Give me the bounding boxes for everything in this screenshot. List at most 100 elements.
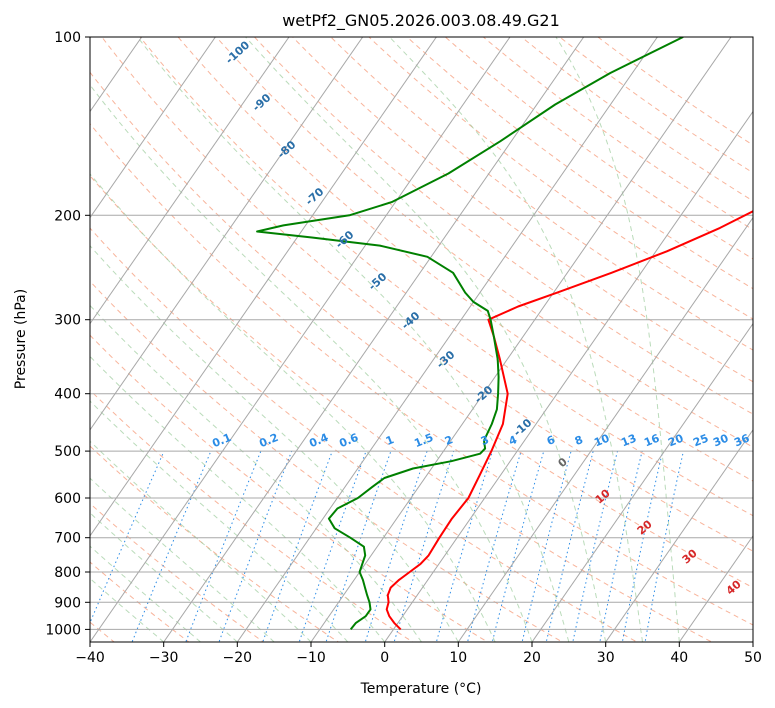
mixing-ratio-line xyxy=(435,450,493,642)
mixing-ratio-label: 20 xyxy=(666,432,685,450)
dry-adiabat-line xyxy=(90,71,753,589)
x-tick-label: −10 xyxy=(296,650,326,666)
dry-adiabat-line xyxy=(139,37,753,517)
dry-adiabat-line xyxy=(101,37,753,552)
axes-group: −40 −30 −20 −10 0 10 20 30 40 50 100 200 300 400 500 60… xyxy=(45,30,762,666)
x-tick-label: 50 xyxy=(744,650,762,666)
mixing-ratio-label: 3 xyxy=(479,433,491,448)
dry-adiabat-line xyxy=(330,37,753,351)
dry-adiabat-line xyxy=(177,37,753,482)
mixing-ratio-label: 16 xyxy=(642,432,661,450)
plot-frame xyxy=(89,36,754,643)
mixing-ratio-label: 30 xyxy=(711,432,730,450)
y-tick-label: 1000 xyxy=(45,622,81,638)
dry-adiabat-line xyxy=(90,389,414,642)
dry-adiabat-line xyxy=(90,174,713,642)
background-lines xyxy=(90,37,753,642)
moist-adiabat-line xyxy=(90,512,238,642)
x-tick-label: 0 xyxy=(380,650,389,666)
dry-adiabat-line xyxy=(90,123,753,626)
mixing-ratio-label: 25 xyxy=(691,432,710,450)
x-tick-label: 20 xyxy=(523,650,541,666)
dry-adiabat-line xyxy=(215,37,753,448)
mixing-ratio-label: 13 xyxy=(619,432,638,450)
mixing-ratio-line xyxy=(393,450,455,642)
mixing-ratio-label: 36 xyxy=(732,432,751,450)
mixing-ratio-line xyxy=(185,450,262,642)
dry-adiabat-line xyxy=(90,227,639,642)
isotherm-line xyxy=(310,37,732,642)
grid-lines xyxy=(90,37,753,642)
mixing-ratio-label: 8 xyxy=(573,433,585,448)
x-tick-label: −30 xyxy=(149,650,179,666)
y-tick-label: 400 xyxy=(54,387,81,403)
mixing-ratio-label: 1 xyxy=(384,433,396,448)
y-tick-label: 300 xyxy=(54,313,81,329)
moist-adiabat-line xyxy=(90,173,496,642)
mixing-ratio-label: 2 xyxy=(443,433,455,448)
x-tick-label: 40 xyxy=(670,650,688,666)
dry-adiabat-line xyxy=(406,37,753,290)
isotherm-line xyxy=(457,216,753,642)
isotherm-line xyxy=(531,322,753,642)
moist-adiabat-line xyxy=(555,37,680,642)
isotherm-line xyxy=(90,37,364,431)
mixing-ratio-line xyxy=(491,450,545,642)
y-tick-label: 800 xyxy=(54,565,81,581)
moist-adiabat-line xyxy=(245,37,607,642)
dry-adiabat-line xyxy=(520,37,753,202)
dry-adiabat-line xyxy=(90,445,340,642)
mixing-ratio-label: 10 xyxy=(592,432,611,450)
series-group xyxy=(256,37,753,631)
isotherm-line xyxy=(605,428,753,642)
moist-adiabat-line xyxy=(90,244,459,642)
y-tick-label: 600 xyxy=(54,491,81,507)
isotherm-line xyxy=(90,37,216,219)
x-tick-label: 10 xyxy=(449,650,467,666)
dry-adiabat-line xyxy=(597,37,753,146)
isotherm-line xyxy=(90,37,437,537)
dry-adiabat-line xyxy=(90,280,564,642)
mixing-ratio-line xyxy=(131,450,212,642)
moist-adiabat-line xyxy=(90,84,533,642)
moist-adiabat-line xyxy=(90,577,165,642)
moist-adiabat-line xyxy=(90,477,275,642)
mixing-ratio-line xyxy=(90,450,165,624)
y-axis-title: Pressure (hPa) xyxy=(13,289,29,389)
y-tick-label: 700 xyxy=(54,531,81,547)
mixing-ratio-line xyxy=(644,450,684,642)
y-tick-label: 200 xyxy=(54,208,81,224)
isotherm-line xyxy=(236,37,658,642)
dewpoint-profile-line xyxy=(256,37,684,631)
temperature-profile-line xyxy=(385,210,753,631)
isotherm-line xyxy=(163,37,585,642)
x-tick-label: 30 xyxy=(597,650,615,666)
moist-adiabat-line xyxy=(137,37,570,642)
mixing-ratio-line xyxy=(521,450,572,642)
isotherm-line xyxy=(90,37,290,325)
mixing-ratio-line xyxy=(572,450,618,642)
dry-adiabat-line xyxy=(291,37,753,383)
x-tick-label: −20 xyxy=(223,650,253,666)
moist-adiabat-line xyxy=(90,355,386,642)
mixing-ratio-line xyxy=(599,450,643,642)
isotherm-line xyxy=(384,110,753,642)
moist-adiabat-line xyxy=(90,400,349,642)
isotherm-line xyxy=(90,37,511,642)
y-tick-label: 500 xyxy=(54,444,81,460)
y-tick-label: 900 xyxy=(54,595,81,611)
isotherm-line xyxy=(678,535,753,642)
moist-adiabat-line xyxy=(389,37,643,642)
moist-adiabat-line xyxy=(90,304,422,642)
chart-title: wetPf2_GN05.2026.003.08.49.G21 xyxy=(282,11,560,31)
y-tick-label: 100 xyxy=(54,30,81,46)
dry-adiabat-line xyxy=(444,37,753,260)
moist-adiabat-line xyxy=(90,545,201,642)
mixing-ratio-line xyxy=(545,450,594,642)
x-tick-label: −40 xyxy=(75,650,105,666)
mixing-ratio-line xyxy=(218,450,293,642)
x-axis-title: Temperature (°C) xyxy=(360,681,482,697)
